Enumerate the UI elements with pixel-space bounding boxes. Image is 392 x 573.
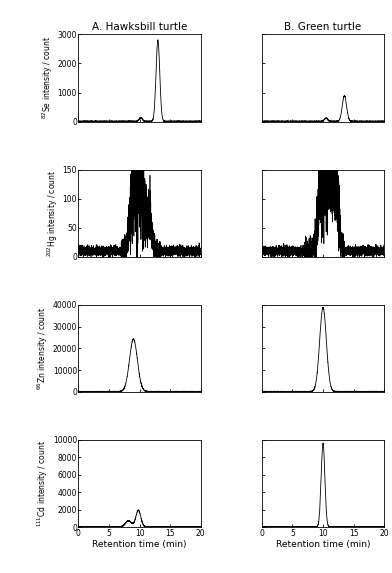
Y-axis label: $^{82}$Se intensity / count: $^{82}$Se intensity / count [40,37,55,120]
X-axis label: Retention time (min): Retention time (min) [92,540,187,550]
Y-axis label: $^{66}$Zn intensity / count: $^{66}$Zn intensity / count [35,307,50,390]
Title: B. Green turtle: B. Green turtle [284,22,362,32]
X-axis label: Retention time (min): Retention time (min) [276,540,370,550]
Y-axis label: $^{111}$Cd intensity / count: $^{111}$Cd intensity / count [36,440,50,527]
Title: A. Hawksbill turtle: A. Hawksbill turtle [92,22,187,32]
Y-axis label: $^{202}$Hg intensity / count: $^{202}$Hg intensity / count [45,170,60,257]
